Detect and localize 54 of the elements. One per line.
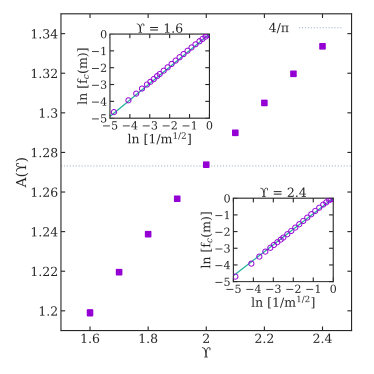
chart-title: ϒ = 1.6 xyxy=(136,23,182,33)
x-tick-label: 2 xyxy=(203,334,210,343)
point xyxy=(319,43,326,50)
x-tick-label: 2.2 xyxy=(255,334,274,344)
chart-title: ϒ = 2.4 xyxy=(260,188,306,198)
point xyxy=(261,100,268,106)
y-tick-label: 1.22 xyxy=(32,266,57,276)
x-tick-label: 1.8 xyxy=(140,334,158,344)
x-axis-title: ϒ xyxy=(202,347,211,358)
x-tick-label: −2 xyxy=(286,284,300,293)
y-tick-label: 1.2 xyxy=(40,306,57,316)
y-tick-label: −2 xyxy=(92,64,106,72)
x-tick-label: −5 xyxy=(102,121,118,130)
x-tick-label: −1 xyxy=(182,121,196,130)
x-tick-label: −2 xyxy=(162,121,177,130)
point xyxy=(116,268,122,276)
y-tick-label: −3 xyxy=(92,80,106,89)
y-tick-label: 1.3 xyxy=(40,108,58,118)
y-tick-label: −2 xyxy=(215,228,230,236)
y-tick-label: −5 xyxy=(92,114,106,123)
y-tick-label: −5 xyxy=(215,278,230,286)
y-tick-label: −4 xyxy=(215,260,230,270)
y-axis-title: ln [f$_{c}$(m)] xyxy=(77,48,89,104)
x-axis-title: ln [1/m$^{1/2}$] xyxy=(251,296,314,308)
x-tick-label: 2.4 xyxy=(313,334,332,344)
x-tick-label: −4 xyxy=(246,284,261,293)
x-tick-label: 0 xyxy=(330,284,336,293)
y-tick-label: −3 xyxy=(215,244,230,253)
y-tick-label: −1 xyxy=(215,210,230,220)
y-tick-label: 1.34 xyxy=(32,29,58,39)
x-axis-title: ln [1/m$^{1/2}$] xyxy=(128,132,191,145)
point xyxy=(144,230,152,238)
y-tick-label: −1 xyxy=(92,46,106,56)
y-tick-label: −4 xyxy=(92,97,107,106)
x-tick-label: 1.6 xyxy=(82,334,100,344)
x-tick-label: −4 xyxy=(122,121,138,130)
point xyxy=(290,70,297,78)
y-tick-label: 0 xyxy=(100,30,106,38)
point xyxy=(202,161,210,168)
x-tick-label: −1 xyxy=(306,284,320,293)
x-tick-label: −5 xyxy=(226,284,241,293)
y-tick-label: 0 xyxy=(224,194,230,203)
x-tick-label: 0 xyxy=(206,121,212,130)
y-tick-label: 1.26 xyxy=(32,187,58,197)
legend-label: 4/π xyxy=(269,22,289,34)
y-tick-label: 1.28 xyxy=(32,148,58,158)
point xyxy=(174,195,180,202)
y-tick-label: 1.32 xyxy=(32,68,57,78)
y-tick-label: 1.24 xyxy=(32,227,58,237)
y-axis-title: ln [f$_{c}$(m)] xyxy=(200,212,212,268)
x-tick-label: −3 xyxy=(142,121,158,130)
y-axis-title: A(ϒ) xyxy=(16,158,28,188)
x-tick-label: −3 xyxy=(266,284,281,293)
point xyxy=(232,130,239,136)
